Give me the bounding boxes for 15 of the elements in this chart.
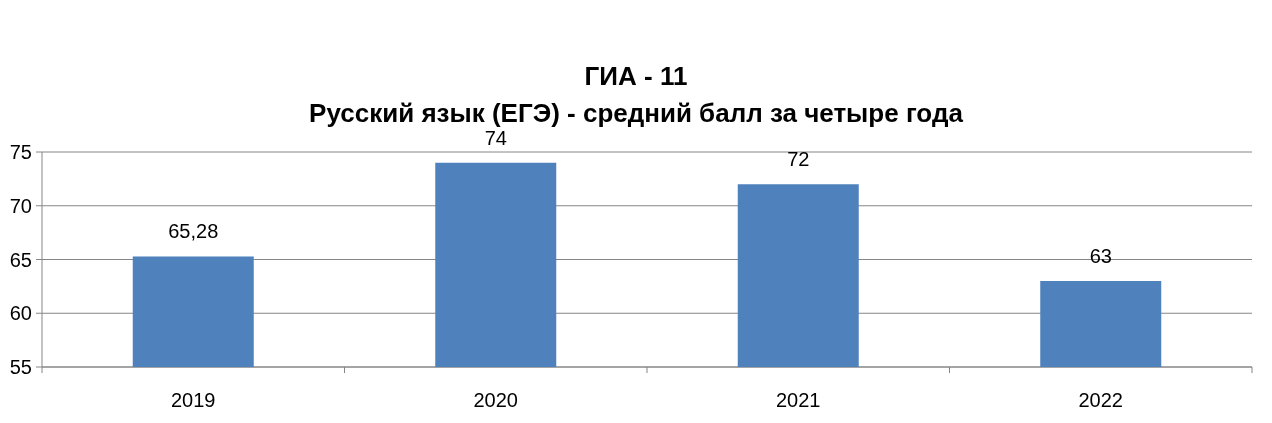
y-tick-label: 55 [9, 356, 32, 378]
x-tick-label: 2020 [473, 389, 518, 411]
y-tick-label: 65 [9, 248, 32, 271]
chart-subtitle: Русский язык (ЕГЭ) - средний балл за четыре года [309, 98, 964, 128]
x-tick-label: 2021 [776, 389, 821, 411]
data-label: 74 [484, 126, 507, 149]
x-tick-label: 2022 [1078, 389, 1123, 411]
data-label: 63 [1089, 245, 1112, 267]
data-label: 65,28 [168, 220, 219, 243]
y-tick-label: 70 [9, 194, 32, 217]
y-tick-label: 75 [9, 141, 32, 163]
y-tick-label: 60 [9, 302, 32, 325]
chart-title: ГИА - 11 [584, 61, 688, 91]
x-tick-label: 2019 [171, 389, 216, 411]
data-label: 72 [787, 148, 810, 171]
